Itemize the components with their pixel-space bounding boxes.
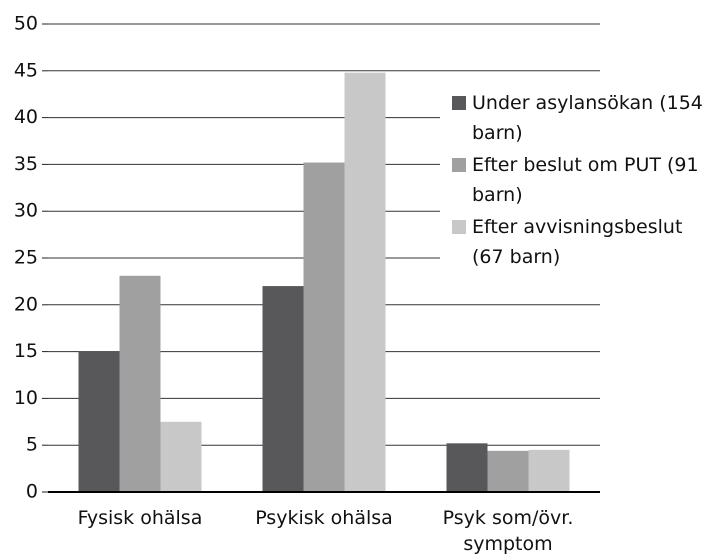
legend-swatch bbox=[452, 220, 466, 234]
bar bbox=[344, 72, 386, 492]
legend-label: Efter avvisningsbeslut (67 barn) bbox=[472, 216, 683, 268]
legend-item: Efter beslut om PUT (91 barn) bbox=[440, 150, 708, 210]
y-tick-label: 40 bbox=[14, 106, 38, 128]
legend-swatch bbox=[452, 96, 466, 110]
bar bbox=[446, 443, 488, 492]
legend-label: Efter beslut om PUT (91 barn) bbox=[472, 154, 699, 206]
y-tick-label: 25 bbox=[14, 247, 38, 269]
legend-item: Under asylansökan (154 barn) bbox=[440, 88, 708, 148]
y-tick-label: 0 bbox=[26, 481, 38, 503]
bar bbox=[303, 162, 345, 492]
bar bbox=[119, 275, 161, 492]
y-tick-label: 50 bbox=[14, 13, 38, 35]
x-tick-label: Psykisk ohälsa bbox=[255, 507, 393, 529]
legend-swatch bbox=[452, 158, 466, 172]
y-tick-label: 15 bbox=[14, 340, 38, 362]
y-tick-label: 35 bbox=[14, 153, 38, 175]
legend-item: Efter avvisningsbeslut (67 barn) bbox=[440, 212, 708, 272]
y-tick-label: 5 bbox=[26, 434, 38, 456]
legend-label: Under asylansökan (154 barn) bbox=[472, 92, 703, 144]
y-tick-label: 20 bbox=[14, 293, 38, 315]
bar bbox=[528, 449, 570, 492]
y-tick-label: 45 bbox=[14, 59, 38, 81]
x-tick-label: Fysisk ohälsa bbox=[77, 507, 203, 529]
y-tick-label: 10 bbox=[14, 387, 38, 409]
bar bbox=[487, 450, 529, 492]
bar bbox=[78, 351, 120, 492]
x-tick-label: Psyk som/övr. symptom bbox=[442, 507, 574, 555]
bar bbox=[160, 421, 202, 492]
y-tick-label: 30 bbox=[14, 200, 38, 222]
legend: Under asylansökan (154 barn) Efter beslut… bbox=[440, 88, 708, 274]
bar bbox=[262, 286, 304, 492]
